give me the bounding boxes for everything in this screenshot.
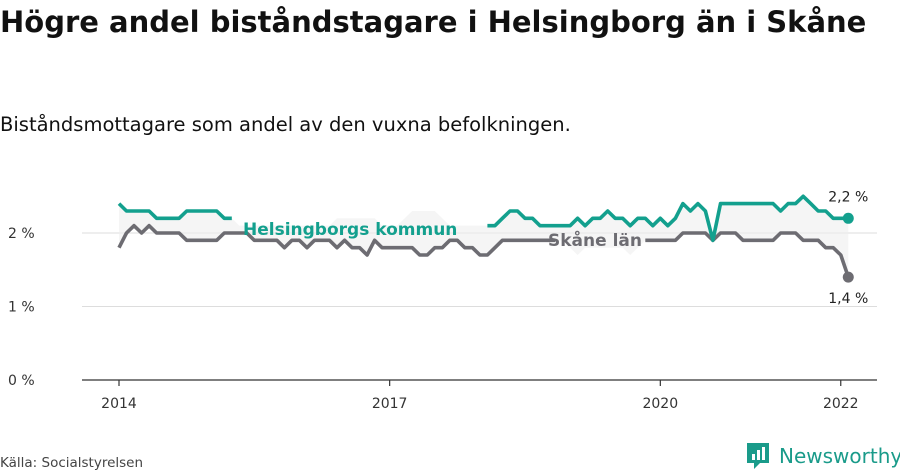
source-note: Källa: Socialstyrelsen [0,455,144,471]
series-label-skane: Skåne län [548,229,642,251]
series-line-skane [117,223,556,257]
difference-band [119,196,849,278]
brand-name: Newsworthy [779,444,900,468]
x-tick-label: 2014 [101,396,137,412]
x-tick-label: 2017 [372,396,408,412]
series-label-helsingborg: Helsingborgs kommun [243,220,457,240]
series-line-helsingborg [117,202,232,221]
end-point-skane [842,271,854,283]
y-tick-label: 1 % [8,300,35,316]
chart-subtitle: Biståndsmottagare som andel av den vuxna… [0,113,571,136]
series-line-helsingborg [487,194,849,243]
end-label-helsingborg: 2,2 % [828,189,868,205]
end-point-helsingborg [842,212,854,224]
chart-title: Högre andel biståndstagare i Helsingborg… [0,5,867,39]
series-line-skane [645,231,851,278]
end-label-skane: 1,4 % [828,291,868,307]
y-tick-label: 0 % [8,373,35,389]
x-tick-label: 2022 [823,396,859,412]
newsworthy-logo-icon [747,443,769,469]
x-tick-label: 2020 [642,396,678,412]
newsworthy-logo: Newsworthy [745,440,900,472]
line-chart: 0 % 1 % 2 % 2014 2017 2020 2022 Helsingborgs ko… [8,189,877,412]
y-tick-label: 2 % [8,226,35,242]
